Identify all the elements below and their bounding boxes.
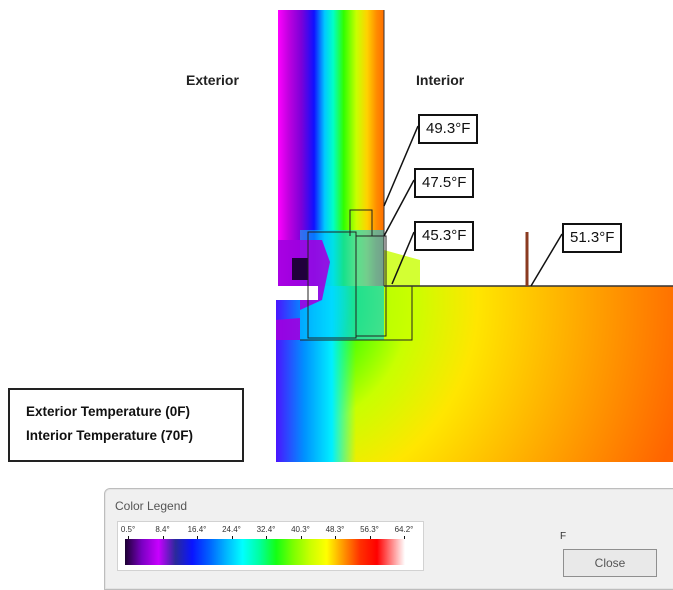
legend-tick-label: 40.3° <box>291 525 310 534</box>
leader-lines <box>383 125 563 287</box>
legend-tick-label: 32.4° <box>256 525 276 534</box>
exterior-label: Exterior <box>186 72 239 88</box>
temp-callout-47-5: 47.5°F <box>414 168 475 198</box>
dark-block <box>292 258 308 280</box>
legend-tick-label: 64.2° <box>394 525 414 534</box>
legend-tick-label: 24.4° <box>222 525 241 534</box>
legend-tick-label: 48.3° <box>325 525 345 534</box>
legend-color-bar <box>125 539 405 565</box>
legend-unit: F <box>560 531 567 542</box>
legend-title: Color Legend <box>115 499 188 513</box>
temp-callout-45-3: 45.3°F <box>414 221 475 251</box>
exterior-temperature-label: Exterior Temperature (0F) <box>26 404 191 419</box>
color-legend-window: Color Legend 0.5° 8.4° 16.4° 24.4° 32.4° 40.3… <box>104 488 673 590</box>
legend-tick-label: 16.4° <box>187 525 207 534</box>
junction-warm <box>384 250 420 340</box>
temp-callout-51-3: 51.3°F <box>562 223 623 253</box>
close-button[interactable]: Close <box>563 549 657 577</box>
legend-tick-label: 0.5° <box>120 525 136 534</box>
legend-tick-label: 8.4° <box>155 525 170 534</box>
boundary-conditions-box: Exterior Temperature (0F) Interior Tempe… <box>8 388 244 462</box>
interior-temperature-label: Interior Temperature (70F) <box>26 428 194 443</box>
interior-label: Interior <box>416 72 465 88</box>
legend-tick-label: 56.3° <box>360 525 379 534</box>
legend-panel: 0.5° 8.4° 16.4° 24.4° 32.4° 40.3° 48.3° 56.3° 64… <box>117 521 424 571</box>
temp-callout-49-3: 49.3°F <box>418 114 479 144</box>
void-gap <box>274 286 318 300</box>
